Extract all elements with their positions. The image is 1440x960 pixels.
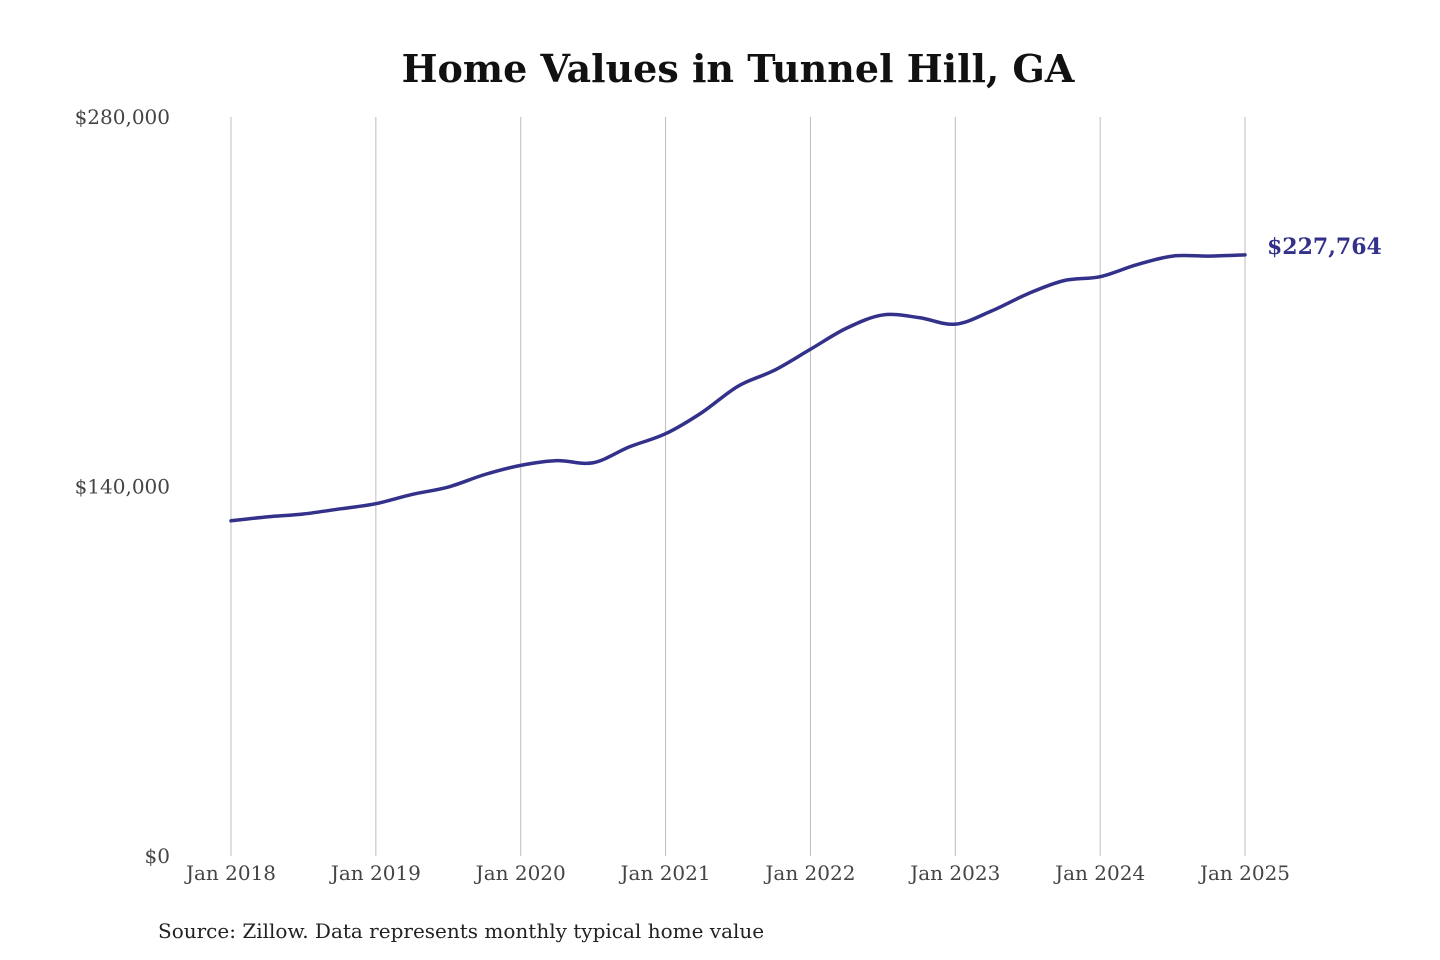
x-tick-label-2019: Jan 2019	[329, 861, 421, 885]
x-tick-label-2018: Jan 2018	[184, 861, 276, 885]
x-axis-ticks: Jan 2018 Jan 2019 Jan 2020 Jan 2021 Jan 2022…	[184, 861, 1290, 885]
end-value-label: $227,764	[1267, 234, 1382, 260]
x-tick-label-2020: Jan 2020	[474, 861, 566, 885]
home-value-line	[229, 253, 1247, 523]
y-tick-label-140000: $140,000	[75, 475, 170, 499]
x-tick-label-2024: Jan 2024	[1053, 861, 1145, 885]
x-tick-label-2025: Jan 2025	[1198, 861, 1290, 885]
y-tick-label-0: $0	[145, 844, 170, 868]
series-layer	[229, 253, 1247, 523]
x-tick-label-2022: Jan 2022	[763, 861, 855, 885]
x-tick-label-2023: Jan 2023	[908, 861, 1000, 885]
y-tick-label-280000: $280,000	[75, 105, 170, 129]
x-tick-label-2021: Jan 2021	[619, 861, 711, 885]
source-note: Source: Zillow. Data represents monthly …	[158, 919, 764, 943]
vertical-gridlines	[230, 117, 1246, 856]
chart-title: Home Values in Tunnel Hill, GA	[402, 46, 1075, 91]
y-axis-ticks: $280,000 $140,000 $0	[75, 105, 170, 868]
